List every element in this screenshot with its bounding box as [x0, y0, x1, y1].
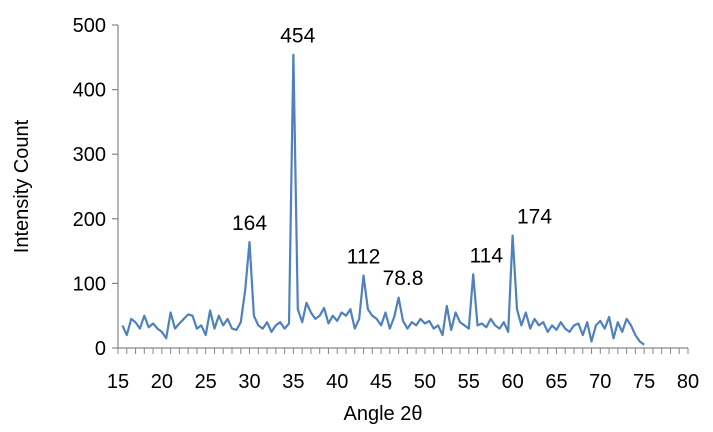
peak-label: 454 — [280, 25, 315, 48]
x-axis-ticks: 15 20 25 30 35 40 45 50 55 60 65 70 75 80 — [107, 348, 699, 393]
y-axis-title: Intensity Count — [11, 119, 33, 253]
peak-label: 114 — [470, 244, 504, 267]
x-tick-label: 25 — [195, 371, 217, 393]
y-tick-label: 100 — [73, 273, 106, 295]
x-tick-label: 70 — [589, 371, 611, 393]
x-tick-label: 65 — [545, 371, 567, 393]
peak-label: 174 — [517, 206, 552, 229]
x-tick-label: 60 — [501, 371, 523, 393]
peak-label: 164 — [232, 212, 267, 235]
x-tick-label: 45 — [370, 371, 392, 393]
y-tick-label: 400 — [73, 80, 106, 102]
y-axis-ticks: 0 100 200 300 400 500 — [73, 15, 118, 360]
x-tick-label: 20 — [151, 371, 173, 393]
x-tick-label: 35 — [282, 371, 304, 393]
x-tick-label: 55 — [458, 371, 480, 393]
y-tick-label: 300 — [73, 144, 106, 166]
x-tick-label: 40 — [326, 371, 348, 393]
peak-label: 112 — [347, 246, 380, 269]
peak-label: 78.8 — [383, 267, 424, 290]
y-tick-label: 200 — [73, 209, 106, 231]
series-group — [121, 53, 645, 346]
y-tick-label: 500 — [73, 15, 106, 37]
x-tick-label: 50 — [414, 371, 436, 393]
x-tick-label: 30 — [238, 371, 260, 393]
x-tick-label: 75 — [633, 371, 655, 393]
series-line — [121, 53, 645, 346]
x-axis-title: Angle 2θ — [344, 403, 423, 425]
y-tick-label: 0 — [95, 338, 106, 360]
x-tick-label: 15 — [107, 371, 129, 393]
axes — [117, 25, 688, 349]
x-tick-label: 80 — [677, 371, 699, 393]
